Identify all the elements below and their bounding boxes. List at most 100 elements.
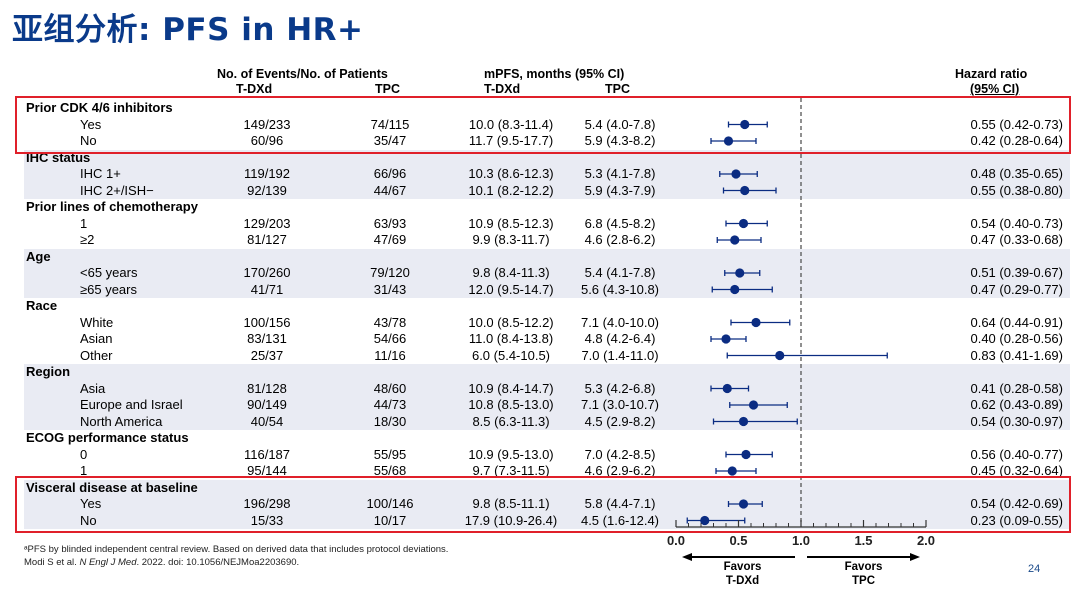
mpfs-tdxd: 9.8 (8.5-11.1): [472, 496, 550, 511]
mpfs-tdxd: 10.0 (8.3-11.4): [468, 116, 554, 132]
mpfs-tdxd: 10.9 (9.5-13.0): [468, 446, 554, 462]
hr-point: [722, 383, 732, 394]
hazard-ratio-text: 0.42 (0.28-0.64): [970, 133, 1063, 148]
hazard-ratio-text: 0.41 (0.28-0.58): [970, 380, 1063, 396]
events-tpc: 100/146: [366, 496, 414, 511]
mpfs-tdxd: 6.0 (5.4-10.5): [471, 347, 551, 363]
row-label: No: [80, 512, 97, 528]
group-label: Race: [26, 298, 58, 313]
footnote-2-pre: Modi S et al.: [24, 557, 80, 568]
row-label: Yes: [80, 496, 102, 511]
events-tdxd: 40/54: [250, 413, 284, 429]
hr-point: [730, 284, 740, 295]
mpfs-tpc: 5.6 (4.3-10.8): [580, 281, 660, 297]
hazard-ratio-text: 0.55 (0.42-0.73): [970, 116, 1063, 132]
row-label: Asia: [80, 380, 106, 396]
mpfs-tpc: 6.8 (4.5-8.2): [584, 215, 656, 231]
mpfs-tdxd: 11.7 (9.5-17.7): [468, 133, 554, 148]
hazard-ratio-text: 0.54 (0.40-0.73): [970, 215, 1063, 231]
row-label: 1: [80, 215, 88, 231]
mpfs-tpc: 4.6 (2.8-6.2): [584, 232, 656, 247]
events-tdxd: 100/156: [243, 314, 291, 330]
events-tpc: 54/66: [373, 331, 407, 346]
mpfs-tdxd: 17.9 (10.9-26.4): [464, 512, 558, 528]
mpfs-tpc: 5.4 (4.0-7.8): [584, 116, 656, 132]
x-tick-label: 2.0: [917, 533, 935, 548]
group-label: Visceral disease at baseline: [26, 479, 198, 495]
row-label: White: [80, 314, 114, 330]
group-band: [24, 248, 1070, 298]
hazard-ratio-text: 0.51 (0.39-0.67): [970, 265, 1063, 280]
events-tpc: 55/68: [373, 463, 407, 478]
mpfs-tpc: 5.4 (4.1-7.8): [584, 265, 656, 280]
group-band: [24, 364, 1070, 430]
mpfs-tpc: 4.5 (1.6-12.4): [580, 512, 660, 528]
footnote-2: Modi S et al. N Engl J Med. 2022. doi: 1…: [24, 557, 299, 568]
footnote-2-post: . 2022. doi: 10.1056/NEJMoa2203690.: [136, 557, 300, 568]
header-events-tpc: TPC: [375, 82, 400, 96]
mpfs-tpc: 7.0 (4.2-8.5): [584, 446, 656, 462]
events-tdxd: 83/131: [247, 331, 287, 346]
events-tpc: 79/120: [370, 265, 410, 280]
events-tpc: 66/96: [373, 166, 407, 181]
events-tdxd: 90/149: [247, 397, 287, 412]
hr-point: [741, 449, 751, 460]
mpfs-tdxd: 9.9 (8.3-11.7): [472, 232, 550, 247]
row-label: <65 years: [80, 265, 138, 280]
favors-left-label: T-DXd: [726, 575, 759, 587]
row-label: 0: [80, 446, 88, 462]
hr-point: [740, 119, 750, 130]
events-tpc: 10/17: [373, 512, 407, 528]
events-tdxd: 81/128: [247, 380, 287, 396]
x-tick-label: 1.5: [854, 533, 872, 548]
row-label: Yes: [80, 116, 102, 132]
mpfs-tdxd: 9.8 (8.4-11.3): [472, 265, 550, 280]
hr-point: [700, 515, 710, 526]
page-title: 亚组分析: PFS in HR+: [12, 12, 364, 48]
header-mpfs-tpc: TPC: [605, 82, 630, 96]
page-number: 24: [1028, 563, 1041, 575]
favors-left-label: Favors: [724, 561, 762, 573]
footnote-2-journal: N Engl J Med: [79, 557, 137, 568]
mpfs-tdxd: 10.0 (8.5-12.2): [468, 314, 554, 330]
events-tpc: 74/115: [370, 116, 410, 132]
hr-point: [738, 218, 749, 229]
mpfs-tpc: 4.6 (2.9-6.2): [584, 463, 656, 478]
header-events: No. of Events/No. of Patients: [217, 67, 388, 81]
hr-point: [735, 268, 745, 278]
hr-point: [721, 334, 731, 344]
mpfs-tdxd: 10.3 (8.6-12.3): [468, 166, 554, 181]
mpfs-tdxd: 8.5 (6.3-11.3): [472, 413, 550, 429]
hr-point: [751, 317, 761, 328]
hr-point: [731, 169, 741, 179]
row-label: Other: [80, 347, 113, 363]
mpfs-tpc: 5.9 (4.3-7.9): [584, 182, 656, 198]
footnote-1: ᵃPFS by blinded independent central revi…: [24, 544, 449, 555]
events-tdxd: 41/71: [250, 281, 284, 297]
events-tpc: 43/78: [373, 314, 407, 330]
hr-point: [723, 136, 734, 146]
events-tpc: 48/60: [373, 380, 407, 396]
events-tdxd: 60/96: [250, 133, 284, 148]
events-tdxd: 15/33: [250, 512, 284, 528]
events-tpc: 11/16: [374, 347, 406, 363]
mpfs-tdxd: 9.7 (7.3-11.5): [472, 463, 550, 478]
events-tdxd: 196/298: [243, 496, 291, 511]
favors-right-label: TPC: [852, 575, 875, 587]
mpfs-tpc: 5.3 (4.2-6.8): [584, 380, 656, 396]
row-label: Europe and Israel: [80, 397, 183, 412]
mpfs-tpc: 5.8 (4.4-7.1): [584, 496, 656, 511]
events-tpc: 63/93: [373, 215, 407, 231]
events-tdxd: 81/127: [247, 232, 287, 247]
events-tpc: 47/69: [373, 232, 407, 247]
mpfs-tpc: 4.5 (2.9-8.2): [584, 413, 656, 429]
mpfs-tdxd: 10.9 (8.5-12.3): [468, 215, 554, 231]
events-tpc: 31/43: [373, 281, 407, 297]
x-tick-label: 0.0: [667, 533, 685, 548]
hazard-ratio-text: 0.55 (0.38-0.80): [970, 182, 1063, 198]
header-hr: Hazard ratio: [955, 67, 1028, 81]
mpfs-tpc: 7.1 (3.0-10.7): [580, 397, 660, 412]
header-mpfs-tdxd: T-DXd: [484, 82, 521, 96]
hazard-ratio-text: 0.45 (0.32-0.64): [970, 463, 1063, 478]
